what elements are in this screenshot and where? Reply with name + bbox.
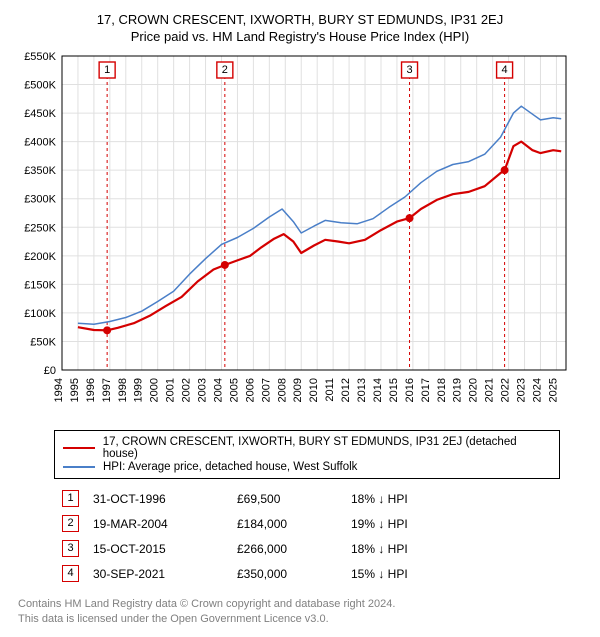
xtick-label: 2008 — [276, 378, 288, 402]
event-pct: 18% ↓ HPI — [345, 537, 414, 560]
title-line2: Price paid vs. HM Land Registry's House … — [10, 29, 590, 44]
xtick-label: 2020 — [468, 378, 480, 402]
title-line1: 17, CROWN CRESCENT, IXWORTH, BURY ST EDM… — [10, 12, 590, 27]
event-pct: 18% ↓ HPI — [345, 487, 414, 510]
xtick-label: 2003 — [197, 378, 209, 402]
ytick-label: £250K — [24, 222, 56, 234]
xtick-label: 2016 — [404, 378, 416, 402]
event-price: £266,000 — [231, 537, 343, 560]
xtick-label: 2017 — [420, 378, 432, 402]
event-date: 30-SEP-2021 — [87, 562, 229, 585]
chart-title-block: 17, CROWN CRESCENT, IXWORTH, BURY ST EDM… — [10, 12, 590, 44]
event-row: 4 30-SEP-2021£350,00015% ↓ HPI — [56, 562, 414, 585]
ytick-label: £450K — [24, 108, 56, 120]
xtick-label: 1994 — [53, 378, 65, 402]
xtick-label: 2023 — [516, 378, 528, 402]
legend-row-hpi: HPI: Average price, detached house, West… — [63, 461, 551, 473]
event-pct: 19% ↓ HPI — [345, 512, 414, 535]
ytick-label: £150K — [24, 279, 56, 291]
ytick-label: £350K — [24, 165, 56, 177]
event-price: £184,000 — [231, 512, 343, 535]
xtick-label: 2025 — [547, 378, 559, 402]
xtick-label: 2013 — [356, 378, 368, 402]
xtick-label: 2002 — [181, 378, 193, 402]
event-point — [501, 166, 509, 174]
event-marker-number: 3 — [406, 64, 412, 76]
event-row: 3 15-OCT-2015£266,00018% ↓ HPI — [56, 537, 414, 560]
event-date: 15-OCT-2015 — [87, 537, 229, 560]
event-pct: 15% ↓ HPI — [345, 562, 414, 585]
event-price: £69,500 — [231, 487, 343, 510]
footer-line2: This data is licensed under the Open Gov… — [18, 612, 590, 627]
event-point — [406, 214, 414, 222]
ytick-label: £550K — [24, 51, 56, 63]
xtick-label: 2021 — [484, 378, 496, 402]
event-marker-number: 4 — [502, 64, 508, 76]
xtick-label: 2005 — [228, 378, 240, 402]
footer-attribution: Contains HM Land Registry data © Crown c… — [18, 597, 590, 627]
ytick-label: £100K — [24, 308, 56, 320]
event-number-box: 1 — [62, 490, 79, 507]
ytick-label: £400K — [24, 137, 56, 149]
legend-label: 17, CROWN CRESCENT, IXWORTH, BURY ST EDM… — [103, 436, 551, 460]
xtick-label: 1999 — [133, 378, 145, 402]
ytick-label: £200K — [24, 251, 56, 263]
event-number-box: 4 — [62, 565, 79, 582]
legend-label: HPI: Average price, detached house, West… — [103, 461, 357, 473]
xtick-label: 2018 — [436, 378, 448, 402]
xtick-label: 2009 — [292, 378, 304, 402]
xtick-label: 2019 — [452, 378, 464, 402]
xtick-label: 2012 — [340, 378, 352, 402]
event-date: 31-OCT-1996 — [87, 487, 229, 510]
event-price: £350,000 — [231, 562, 343, 585]
ytick-label: £300K — [24, 194, 56, 206]
legend-swatch — [63, 447, 95, 449]
plot-border — [62, 56, 566, 370]
xtick-label: 1998 — [117, 378, 129, 402]
xtick-label: 2011 — [324, 378, 336, 402]
legend: 17, CROWN CRESCENT, IXWORTH, BURY ST EDM… — [54, 430, 560, 479]
event-row: 1 31-OCT-1996£69,50018% ↓ HPI — [56, 487, 414, 510]
xtick-label: 2006 — [244, 378, 256, 402]
xtick-label: 2024 — [531, 378, 543, 402]
xtick-label: 2014 — [372, 378, 384, 402]
event-date: 19-MAR-2004 — [87, 512, 229, 535]
footer-line1: Contains HM Land Registry data © Crown c… — [18, 597, 590, 612]
xtick-label: 2007 — [260, 378, 272, 402]
event-point — [103, 326, 111, 334]
event-row: 2 19-MAR-2004£184,00019% ↓ HPI — [56, 512, 414, 535]
chart-area: £0 £50K £100K £150K £200K £250K £300K £350K £400… — [10, 50, 590, 420]
events-table: 131-OCT-1996£69,50018% ↓ HPI219-MAR-2004… — [54, 485, 416, 587]
event-marker-number: 2 — [222, 64, 228, 76]
legend-swatch — [63, 466, 95, 468]
xtick-label: 2022 — [500, 378, 512, 402]
legend-row-property: 17, CROWN CRESCENT, IXWORTH, BURY ST EDM… — [63, 436, 551, 460]
xtick-label: 2000 — [149, 378, 161, 402]
series-hpi — [78, 106, 561, 324]
xtick-label: 2010 — [308, 378, 320, 402]
xtick-label: 1995 — [69, 378, 81, 402]
xtick-label: 2001 — [165, 378, 177, 402]
event-marker-number: 1 — [104, 64, 110, 76]
event-number-box: 2 — [62, 515, 79, 532]
event-number-box: 3 — [62, 540, 79, 557]
xtick-label: 1997 — [101, 378, 113, 402]
event-point — [221, 261, 229, 269]
xtick-label: 2015 — [388, 378, 400, 402]
xtick-label: 2004 — [212, 378, 224, 402]
ytick-label: £50K — [30, 336, 56, 348]
xtick-label: 1996 — [85, 378, 97, 402]
ytick-label: £0 — [44, 365, 56, 377]
line-chart-svg: £0 £50K £100K £150K £200K £250K £300K £350K £400… — [10, 50, 570, 420]
ytick-label: £500K — [24, 80, 56, 92]
